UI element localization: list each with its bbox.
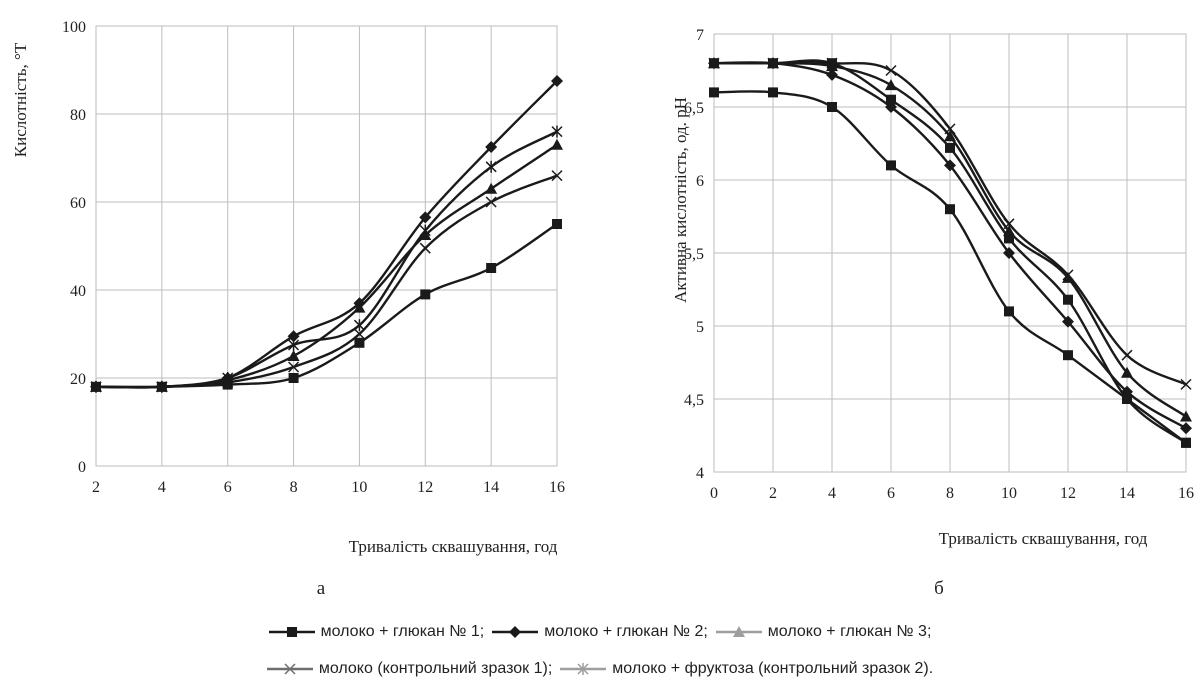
chart-b-point-s1 xyxy=(1004,306,1014,316)
legend-item-4: молоко (контрольний зразок 1); xyxy=(265,660,552,678)
legend-item-1: молоко + глюкан № 1; xyxy=(267,623,485,641)
chart-a-xtick-label: 16 xyxy=(549,479,565,496)
legend-label: молоко (контрольний зразок 1) xyxy=(319,660,548,678)
chart-a-ytick-label: 60 xyxy=(70,195,86,212)
legend-item-2: молоко + глюкан № 2; xyxy=(490,623,708,641)
legend-separator: ; xyxy=(548,660,552,678)
chart-b-xtick-label: 6 xyxy=(887,485,895,502)
legend-label: молоко + глюкан № 2 xyxy=(544,623,703,641)
legend-separator: ; xyxy=(927,623,931,641)
square-marker-icon xyxy=(267,624,317,640)
chart-b-point-s5 xyxy=(886,95,896,105)
chart-b-xtick-label: 8 xyxy=(946,485,954,502)
star-marker-icon xyxy=(558,661,608,677)
chart-a-xaxis-label: Тривалість сквашування, год xyxy=(349,537,558,556)
chart-b-xtick-label: 12 xyxy=(1060,485,1076,502)
chart-b-yaxis-label: Активна кислотність, од. pH xyxy=(671,97,690,303)
chart-a-point-s1 xyxy=(486,263,496,273)
chart-b-ytick-label: 7 xyxy=(696,27,704,44)
chart-a-xtick-label: 8 xyxy=(290,479,298,496)
chart-b-xtick-label: 14 xyxy=(1119,485,1135,502)
chart-b-xtick-label: 4 xyxy=(828,485,836,502)
chart-a: 0 20 40 60 80 100 2 4 6 8 10 12 14 16 Тривалість скваш… xyxy=(11,19,565,599)
legend-marker-1 xyxy=(287,627,297,637)
chart-b-ytick-label: 4 xyxy=(696,465,704,482)
chart-b-point-s1 xyxy=(1063,350,1073,360)
legend-separator: . xyxy=(929,660,933,678)
chart-a-point-s1 xyxy=(552,219,562,229)
chart-a-ytick-label: 80 xyxy=(70,107,86,124)
legend-label: молоко + фруктоза (контрольний зразок 2) xyxy=(612,660,928,678)
chart-b-panel-label: б xyxy=(934,578,944,599)
chart-a-xtick-label: 4 xyxy=(158,479,166,496)
legend-row-2: молоко (контрольний зразок 1); молоко + ф… xyxy=(0,660,1198,678)
chart-b-point-s1 xyxy=(709,87,719,97)
chart-b-ytick-label: 4,5 xyxy=(684,392,704,409)
chart-b-point-s1 xyxy=(768,87,778,97)
chart-b-point-s5 xyxy=(1122,394,1132,404)
chart-a-xtick-label: 10 xyxy=(351,479,367,496)
legend-separator: ; xyxy=(480,623,484,641)
chart-b-point-s5 xyxy=(1181,438,1191,448)
legend-label: молоко + глюкан № 3 xyxy=(768,623,927,641)
chart-a-panel-label: а xyxy=(317,578,326,599)
chart-b: 4 4,5 5 5,5 6 6,5 7 0 2 4 6 8 10 12 14 16 Тривалість скв… xyxy=(671,27,1194,599)
chart-b-xtick-label: 16 xyxy=(1178,485,1194,502)
chart-b-xaxis-label: Тривалість сквашування, год xyxy=(939,529,1148,548)
chart-b-point-s1 xyxy=(886,160,896,170)
chart-b-xtick-label: 2 xyxy=(769,485,777,502)
chart-b-point-s5 xyxy=(1063,295,1073,305)
chart-b-xtick-label: 10 xyxy=(1001,485,1017,502)
legend-item-3: молоко + глюкан № 3; xyxy=(714,623,932,641)
chart-a-xtick-label: 12 xyxy=(417,479,433,496)
chart-a-ytick-label: 40 xyxy=(70,283,86,300)
x-marker-icon xyxy=(265,661,315,677)
chart-b-point-s1 xyxy=(827,102,837,112)
chart-b-point-s5 xyxy=(945,143,955,153)
chart-a-ytick-label: 100 xyxy=(62,19,86,36)
chart-b-point-s5 xyxy=(827,58,837,68)
chart-b-xtick-label: 0 xyxy=(710,485,718,502)
chart-a-ytick-label: 20 xyxy=(70,371,86,388)
chart-a-point-s1 xyxy=(420,289,430,299)
legend-marker-2 xyxy=(509,626,521,638)
chart-b-point-s1 xyxy=(945,204,955,214)
chart-a-yaxis-label: Кислотність, °Т xyxy=(11,42,30,157)
legend-row-1: молоко + глюкан № 1; молоко + глюкан № 2;… xyxy=(0,623,1198,641)
chart-b-point-s5 xyxy=(768,58,778,68)
chart-a-xtick-label: 2 xyxy=(92,479,100,496)
chart-b-ytick-label: 5 xyxy=(696,319,704,336)
chart-b-ytick-label: 6 xyxy=(696,173,704,190)
chart-a-xtick-label: 14 xyxy=(483,479,499,496)
chart-b-point-s5 xyxy=(709,58,719,68)
legend-item-5: молоко + фруктоза (контрольний зразок 2)… xyxy=(558,660,933,678)
diamond-marker-icon xyxy=(490,624,540,640)
triangle-marker-icon xyxy=(714,624,764,640)
chart-a-plot-area xyxy=(96,26,557,466)
legend-label: молоко + глюкан № 1 xyxy=(321,623,480,641)
chart-a-point-s1 xyxy=(354,338,364,348)
chart-a-xtick-label: 6 xyxy=(224,479,232,496)
chart-a-point-s1 xyxy=(289,373,299,383)
legend-separator: ; xyxy=(703,623,707,641)
chart-a-ytick-label: 0 xyxy=(78,459,86,476)
chart-b-point-s5 xyxy=(1004,233,1014,243)
